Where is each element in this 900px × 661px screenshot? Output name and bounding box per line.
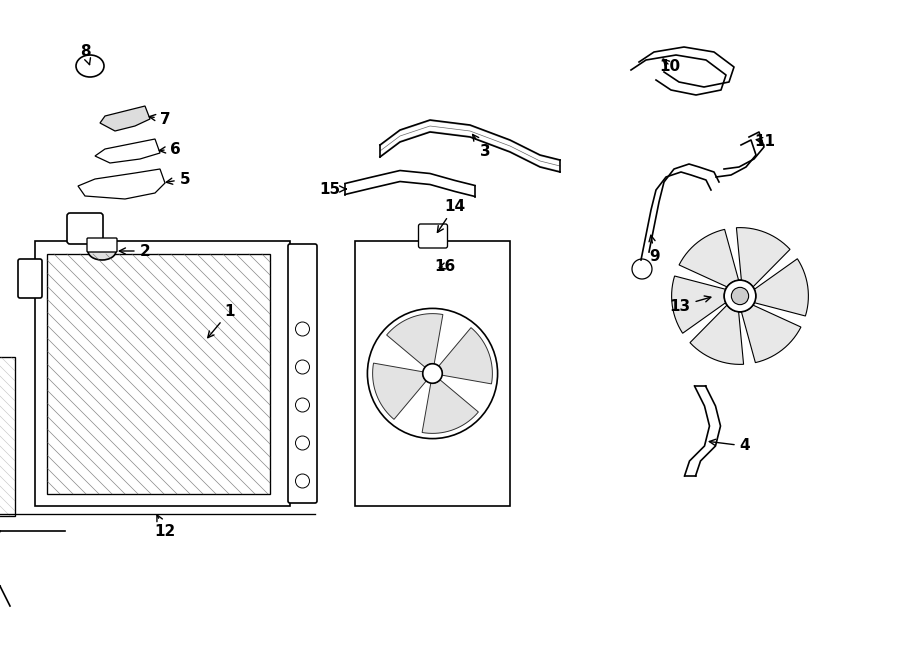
Text: 6: 6 xyxy=(159,141,180,157)
Text: 10: 10 xyxy=(660,59,680,73)
Circle shape xyxy=(732,288,749,305)
Text: 12: 12 xyxy=(155,515,176,539)
Bar xyxy=(355,241,510,506)
Text: 5: 5 xyxy=(166,171,190,186)
Polygon shape xyxy=(100,106,150,131)
Text: 13: 13 xyxy=(670,296,711,313)
Polygon shape xyxy=(736,227,790,287)
Ellipse shape xyxy=(88,242,116,260)
FancyBboxPatch shape xyxy=(35,241,290,506)
Polygon shape xyxy=(95,139,160,163)
Circle shape xyxy=(724,280,756,312)
Polygon shape xyxy=(754,258,808,316)
Circle shape xyxy=(724,280,756,312)
Text: 15: 15 xyxy=(320,182,346,196)
FancyBboxPatch shape xyxy=(67,213,103,244)
Text: 16: 16 xyxy=(435,258,455,274)
Text: 4: 4 xyxy=(709,438,751,453)
Polygon shape xyxy=(373,363,427,419)
Polygon shape xyxy=(387,313,443,368)
Text: 11: 11 xyxy=(754,134,776,149)
Text: 14: 14 xyxy=(437,198,465,233)
Text: 8: 8 xyxy=(80,44,91,65)
Polygon shape xyxy=(690,305,743,364)
Bar xyxy=(0,357,15,516)
Text: 2: 2 xyxy=(120,243,150,258)
FancyBboxPatch shape xyxy=(87,238,117,252)
Text: 3: 3 xyxy=(472,134,490,159)
Circle shape xyxy=(423,364,442,383)
Polygon shape xyxy=(742,305,801,363)
Text: 9: 9 xyxy=(649,235,661,264)
Polygon shape xyxy=(422,380,479,434)
Polygon shape xyxy=(78,169,165,199)
Text: 7: 7 xyxy=(149,112,170,126)
FancyBboxPatch shape xyxy=(418,224,447,248)
Polygon shape xyxy=(671,276,725,333)
Polygon shape xyxy=(680,229,739,287)
Polygon shape xyxy=(439,328,492,384)
FancyBboxPatch shape xyxy=(18,259,42,298)
Text: 1: 1 xyxy=(208,303,235,338)
FancyBboxPatch shape xyxy=(288,244,317,503)
Bar xyxy=(47,254,270,494)
